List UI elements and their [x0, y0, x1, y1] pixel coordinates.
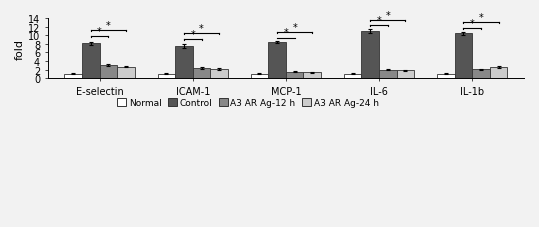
Bar [286, 72, 303, 79]
Bar [251, 74, 268, 79]
Text: *: * [106, 21, 110, 30]
Bar [117, 67, 135, 79]
Bar [210, 70, 228, 79]
Bar [454, 34, 472, 79]
Bar [344, 74, 362, 79]
Bar [490, 68, 507, 79]
Text: *: * [284, 28, 288, 38]
Bar [82, 44, 100, 79]
Text: *: * [479, 13, 483, 23]
Text: *: * [377, 16, 382, 26]
Bar [397, 71, 414, 79]
Bar [268, 43, 286, 79]
Bar [472, 70, 490, 79]
Bar [437, 74, 454, 79]
Text: *: * [470, 18, 475, 28]
Text: *: * [97, 27, 102, 37]
Bar [379, 70, 397, 79]
Legend: Normal, Control, A3 AR Ag-12 h, A3 AR Ag-24 h: Normal, Control, A3 AR Ag-12 h, A3 AR Ag… [113, 95, 382, 111]
Bar [175, 47, 193, 79]
Text: *: * [199, 24, 204, 34]
Y-axis label: fold: fold [15, 39, 25, 59]
Text: *: * [292, 23, 297, 33]
Bar [193, 69, 210, 79]
Text: *: * [385, 11, 390, 21]
Bar [157, 74, 175, 79]
Bar [362, 32, 379, 79]
Text: *: * [190, 30, 195, 39]
Bar [100, 66, 117, 79]
Bar [64, 74, 82, 79]
Bar [303, 73, 321, 79]
